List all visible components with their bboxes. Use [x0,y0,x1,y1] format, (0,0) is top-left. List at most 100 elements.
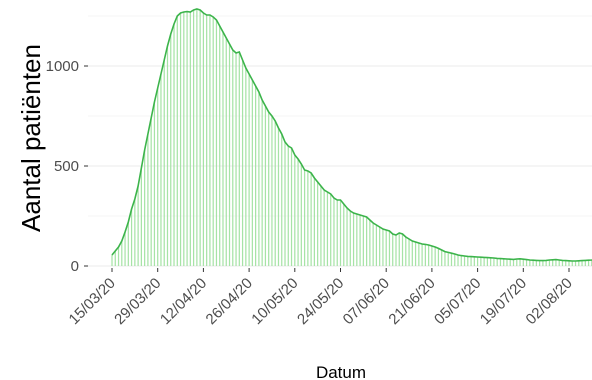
bar [480,257,482,266]
bar [434,247,436,266]
bar [483,257,485,266]
bar [509,259,511,266]
bar [366,217,368,266]
bar [153,102,156,266]
y-tick-label: 1000 [46,58,79,75]
bar [516,259,518,266]
bar [431,246,433,266]
bar [333,198,335,266]
bar [317,182,319,266]
bar [294,155,296,266]
bar [271,116,273,266]
bar [525,259,528,266]
bar [388,231,391,266]
bar [558,260,560,266]
bar [447,252,449,266]
bar [258,92,260,266]
bar [460,255,462,266]
x-tick-label: 12/04/20 [157,275,210,328]
bar [437,248,440,266]
bar [137,186,139,266]
x-tick-label: 26/04/20 [203,275,256,328]
bar [339,200,342,266]
bar [144,150,146,266]
y-axis: 0 500 1000 [46,58,88,275]
bar [183,12,185,266]
bar [326,192,329,266]
bar [274,121,276,266]
bar [506,259,508,266]
bar [571,261,573,266]
bar [375,225,378,266]
bar [307,171,309,266]
bar [385,230,387,266]
bar [297,159,299,266]
grid-lines [88,15,592,267]
bar [202,13,205,266]
bar [450,253,453,266]
bar [369,220,371,266]
bar [581,260,583,266]
bar [539,260,541,266]
bar [395,235,397,266]
bar [124,232,126,266]
bar [463,256,466,266]
bar [157,88,159,266]
bar [470,256,472,266]
x-tick-label: 05/07/20 [431,275,484,328]
bar [424,244,426,266]
bar [535,260,537,266]
bar [486,257,489,266]
bar [522,259,524,266]
bar [166,46,169,266]
bar [552,259,554,266]
bar [232,50,234,266]
bar [476,257,479,266]
x-tick-label: 24/05/20 [294,275,347,328]
bar [356,214,358,266]
bar [163,60,165,266]
bar [414,242,417,266]
bar [238,52,240,266]
bar [127,222,129,266]
bar [290,148,293,266]
bar [150,118,152,266]
bar [330,194,332,266]
x-tick-label: 21/06/20 [385,275,438,328]
bar [379,227,381,266]
x-tick-label: 15/03/20 [66,275,119,328]
bar [179,13,182,266]
bar [467,256,469,266]
bar [228,44,231,266]
bar [512,259,515,266]
bar [418,243,420,266]
bar [170,34,172,266]
bar [212,17,214,266]
x-tick-label: 02/08/20 [523,275,576,328]
bar [251,80,253,266]
bar [277,128,280,266]
bar [457,255,459,266]
bar [199,10,201,266]
bar [454,254,456,266]
bar [173,24,175,266]
bar [206,15,208,266]
y-axis-title: Aantal patiënten [16,44,46,232]
bar [441,250,443,266]
bar [532,260,534,266]
bar [235,53,237,266]
bar [372,223,374,266]
bar [349,211,351,266]
bar [215,20,218,266]
bar [545,260,547,266]
x-axis: 15/03/2029/03/2012/04/2026/04/2010/05/20… [66,268,576,328]
bar [352,213,355,266]
patient-count-line [111,8,592,262]
bar [519,258,521,266]
bar [529,260,531,266]
bar [444,251,446,266]
bar [584,260,586,266]
bar [398,233,400,266]
bar [343,204,345,266]
